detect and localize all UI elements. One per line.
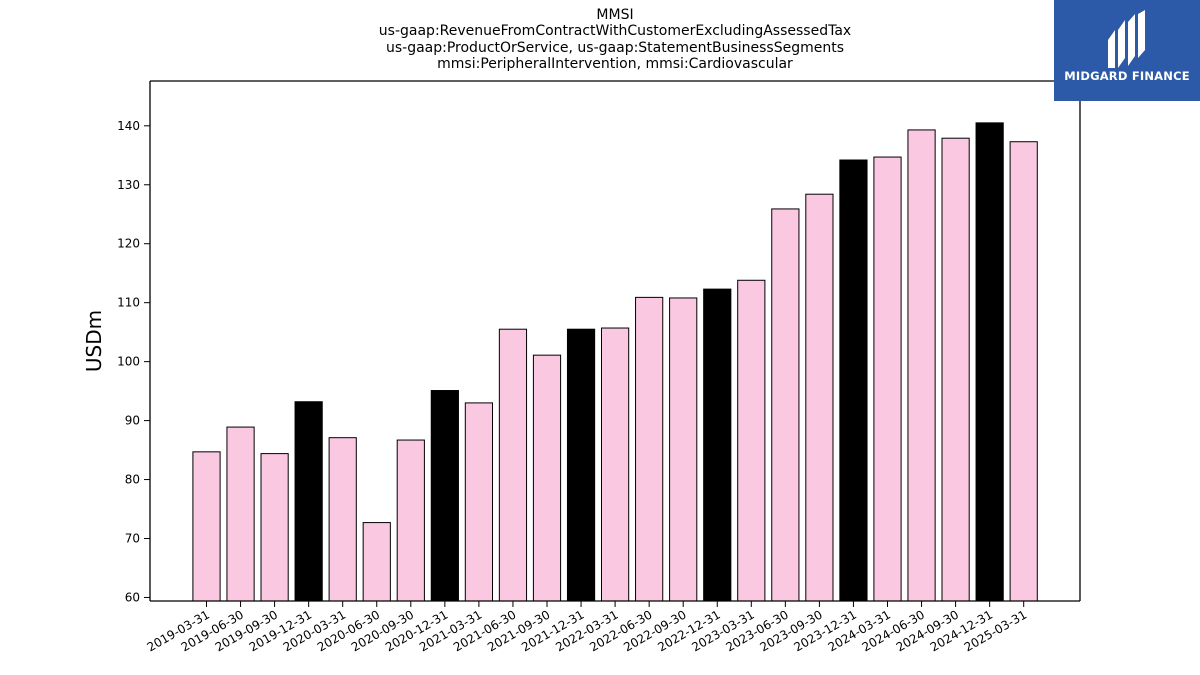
bar-2023-09-30 [805,193,834,602]
y-tick-label-140: 140 [117,119,140,133]
y-tick-label-70: 70 [125,532,140,546]
bar-2022-09-30 [669,297,698,602]
bar-2022-12-31 [703,288,732,602]
y-tick-label-100: 100 [117,355,140,369]
bar-2020-06-30 [362,522,391,602]
chart-title-line-1: MMSI [596,7,634,23]
chart-title-line-4: mmsi:PeripheralIntervention, mmsi:Cardio… [437,56,793,73]
bar-2023-06-30 [771,208,800,602]
bar-2022-06-30 [635,296,664,602]
bar-2025-03-31 [1009,141,1038,602]
bar-2020-09-30 [396,439,425,602]
bar-2022-03-31 [601,327,630,602]
bar-2024-12-31 [975,122,1004,602]
logo-text: MIDGARD FINANCE [1064,69,1190,83]
bar-2023-03-31 [737,279,766,602]
y-tick-label-80: 80 [125,473,140,487]
bar-2020-12-31 [430,390,459,602]
bar-2024-06-30 [907,129,936,602]
chart-title-line-2: us-gaap:RevenueFromContractWithCustomerE… [378,23,852,40]
bar-2021-09-30 [532,354,562,602]
bar-2024-03-31 [873,156,902,602]
chart-title: MMSI us-gaap:RevenueFromContractWithCust… [150,7,1080,73]
bar-2019-12-31 [294,401,323,602]
y-axis-label: USDm [82,310,106,372]
bar-2019-06-30 [226,426,255,602]
bar-2019-09-30 [260,453,289,602]
midgard-finance-logo: MIDGARD FINANCE [1054,0,1200,101]
bar-2021-06-30 [498,328,528,602]
bar-2020-03-31 [328,437,357,602]
bar-2019-03-31 [192,451,221,602]
bar-2024-09-30 [941,137,970,602]
midgard-logo-icon [1108,10,1145,68]
bar-2021-03-31 [464,402,493,602]
y-tick-label-110: 110 [117,296,140,310]
chart-title-line-3: us-gaap:ProductOrService, us-gaap:Statem… [385,39,844,56]
bar-2021-12-31 [566,328,596,602]
y-tick-label-130: 130 [117,178,140,192]
y-tick-label-120: 120 [117,237,140,251]
y-tick-label-60: 60 [125,590,140,604]
bar-2023-12-31 [839,159,868,602]
y-tick-label-90: 90 [125,414,140,428]
